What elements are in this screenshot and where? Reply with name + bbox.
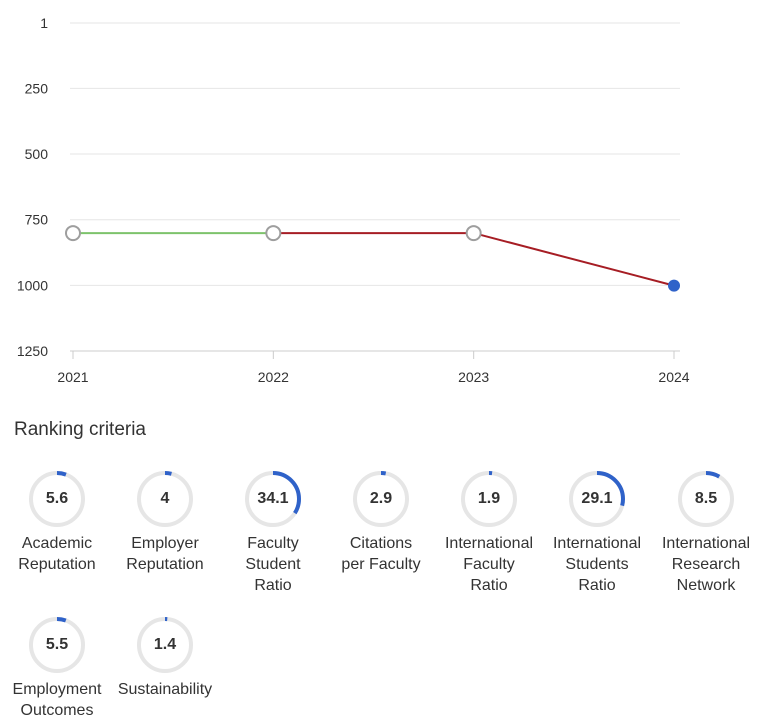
criterion-label: Citations per Faculty xyxy=(341,535,421,573)
score-value: 4 xyxy=(160,490,170,507)
score-ring: 1.9 xyxy=(460,470,518,528)
criterion-item: 1.4 Sustainability xyxy=(111,616,219,700)
score-ring: 5.6 xyxy=(28,470,86,528)
criterion-item: 1.9 International Faculty Ratio xyxy=(435,470,543,596)
criterion-label: Sustainability xyxy=(117,681,213,698)
data-point xyxy=(265,225,282,242)
criterion-item: 2.9 Citations per Faculty xyxy=(327,470,435,575)
criterion-label: International Faculty Ratio xyxy=(444,535,534,594)
x-tick-label: 2024 xyxy=(658,369,689,385)
criterion-item: 5.6 Academic Reputation xyxy=(3,470,111,575)
score-value: 2.9 xyxy=(369,490,393,507)
score-value: 1.4 xyxy=(153,636,177,653)
section-title: Ranking criteria xyxy=(14,419,146,440)
criterion-item: 29.1 International Students Ratio xyxy=(543,470,651,596)
score-value: 8.5 xyxy=(694,490,718,507)
score-value: 29.1 xyxy=(581,490,613,507)
score-ring: 8.5 xyxy=(677,470,735,528)
data-point xyxy=(65,225,81,242)
criterion-item: 5.5 Employment Outcomes xyxy=(3,616,111,721)
criterion-label: International Research Network xyxy=(661,535,751,594)
score-value: 5.5 xyxy=(45,636,69,653)
data-point xyxy=(465,225,482,242)
x-tick-label: 2023 xyxy=(458,369,489,385)
score-value: 5.6 xyxy=(45,490,69,507)
line-segment xyxy=(473,232,675,287)
criterion-label: Academic Reputation xyxy=(18,535,96,573)
criterion-label: Employer Reputation xyxy=(126,535,204,573)
criterion-label: Faculty Student Ratio xyxy=(245,535,301,594)
y-tick-label: 1250 xyxy=(17,343,48,359)
criterion-label: Employment Outcomes xyxy=(12,681,102,719)
y-tick-label: 1 xyxy=(40,15,48,31)
x-tick-label: 2022 xyxy=(258,369,289,385)
score-ring: 1.4 xyxy=(136,616,194,674)
criterion-item: 8.5 International Research Network xyxy=(652,470,760,596)
score-ring: 4 xyxy=(136,470,194,528)
criterion-label: International Students Ratio xyxy=(552,535,642,594)
criterion-item: 4 Employer Reputation xyxy=(111,470,219,575)
criterion-item: 34.1 Faculty Student Ratio xyxy=(219,470,327,596)
y-tick-label: 500 xyxy=(25,146,49,162)
score-ring: 2.9 xyxy=(352,470,410,528)
score-ring: 5.5 xyxy=(28,616,86,674)
score-ring: 29.1 xyxy=(568,470,626,528)
y-tick-label: 250 xyxy=(25,80,49,96)
score-value: 34.1 xyxy=(257,490,289,507)
x-tick-label: 2021 xyxy=(57,369,88,385)
y-tick-label: 750 xyxy=(25,212,49,228)
score-value: 1.9 xyxy=(477,490,501,507)
score-ring: 34.1 xyxy=(244,470,302,528)
data-point xyxy=(668,279,680,292)
y-tick-label: 1000 xyxy=(17,277,48,293)
